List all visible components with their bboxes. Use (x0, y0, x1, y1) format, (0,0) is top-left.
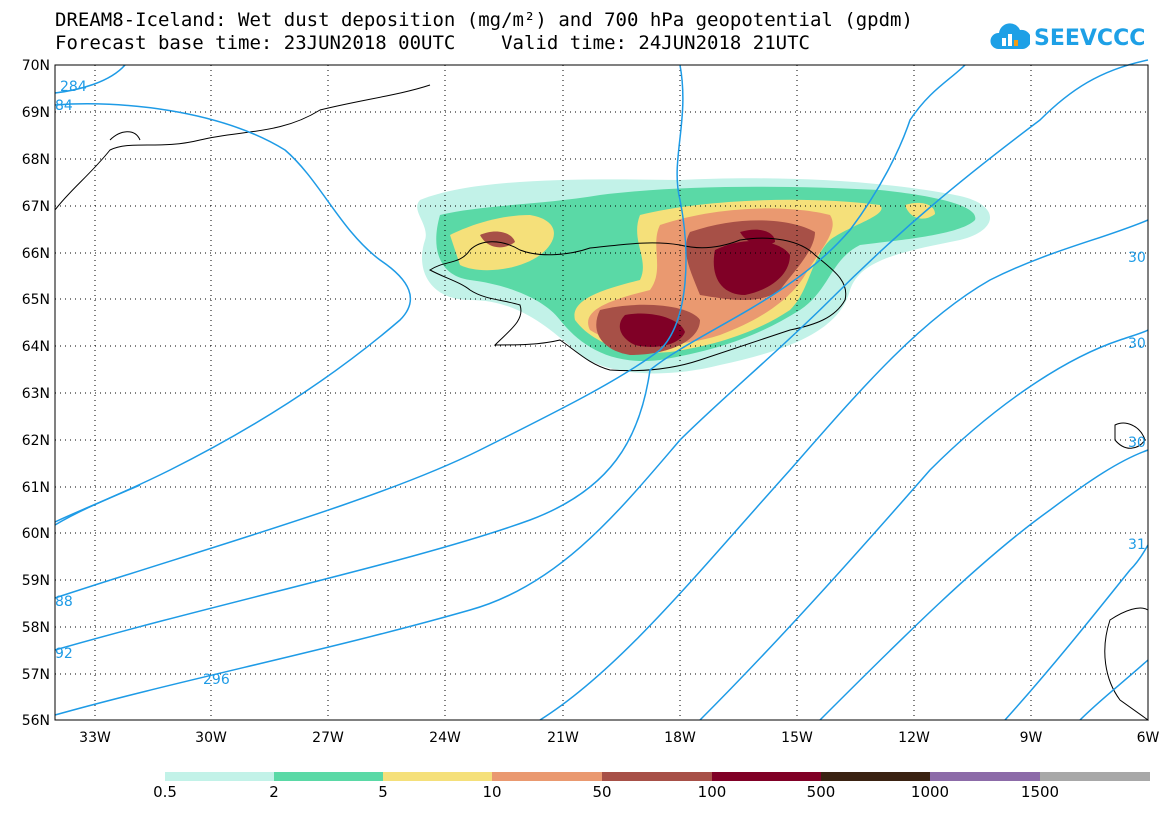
lat-label: 58N (22, 620, 50, 636)
lat-label: 62N (22, 433, 50, 449)
colorbar-label: 10 (482, 783, 502, 801)
contour-label: 92 (55, 646, 73, 662)
colorbar-swatch-6 (821, 772, 930, 781)
lat-label: 69N (22, 105, 50, 121)
coastlines (54, 84, 1149, 721)
colorbar-swatch-4 (602, 772, 712, 781)
contour-label: 31 (1128, 537, 1146, 553)
map-subtitle: Forecast base time: 23JUN2018 00UTC Vali… (55, 32, 810, 54)
contour-labels: 284 84 88 92 296 30 30 30 31 (55, 79, 1146, 688)
lat-label: 56N (22, 713, 50, 729)
lon-label: 30W (195, 730, 227, 746)
contour-label: 30 (1128, 435, 1146, 451)
map-title: DREAM8-Iceland: Wet dust deposition (mg/… (55, 9, 913, 31)
contour-label: 30 (1128, 250, 1146, 266)
contour-label: 296 (203, 672, 230, 688)
geopotential-contours (54, 59, 1149, 721)
colorbar-label: 1500 (1020, 783, 1060, 801)
lat-label: 70N (22, 58, 50, 74)
lon-label: 9W (1020, 730, 1043, 746)
colorbar-swatch-8 (1040, 772, 1150, 781)
colorbar-label: 1000 (910, 783, 950, 801)
lat-label: 60N (22, 526, 50, 542)
colorbar-swatch-0 (165, 772, 274, 781)
lon-label: 6W (1137, 730, 1160, 746)
colorbar-swatch-3 (492, 772, 602, 781)
lon-label: 24W (429, 730, 461, 746)
colorbar-swatch-1 (274, 772, 383, 781)
lon-label: 21W (547, 730, 579, 746)
lon-label: 27W (312, 730, 344, 746)
colorbar-swatch-7 (930, 772, 1040, 781)
logo-text: SEEVCCC (1034, 25, 1146, 51)
contour-label: 30 (1128, 336, 1146, 352)
colorbar-label: 100 (697, 783, 727, 801)
colorbar-label: 5 (378, 783, 388, 801)
contour-label: 284 (60, 79, 87, 95)
latitude-labels: 70N 69N 68N 67N 66N 65N 64N 63N 62N 61N … (22, 58, 50, 729)
seevccc-logo: SEEVCCC (990, 18, 1145, 58)
lat-label: 61N (22, 480, 50, 496)
colorbar-swatch-2 (383, 772, 492, 781)
longitude-labels: 33W 30W 27W 24W 21W 18W 15W 12W 9W 6W (79, 730, 1159, 746)
lon-label: 18W (664, 730, 696, 746)
lon-label: 12W (898, 730, 930, 746)
lat-label: 67N (22, 199, 50, 215)
colorbar-label: 0.5 (153, 783, 177, 801)
colorbar-label: 2 (269, 783, 279, 801)
lat-label: 66N (22, 246, 50, 262)
graticule (55, 65, 1148, 720)
lon-label: 15W (781, 730, 813, 746)
deposition-field (417, 178, 990, 374)
colorbar-swatch-5 (712, 772, 821, 781)
colorbar-label: 50 (592, 783, 612, 801)
lat-label: 65N (22, 292, 50, 308)
map-frame (54, 64, 1149, 721)
cloud-icon (990, 23, 1030, 49)
lat-label: 64N (22, 339, 50, 355)
lat-label: 59N (22, 573, 50, 589)
lat-label: 63N (22, 386, 50, 402)
lat-label: 57N (22, 667, 50, 683)
lon-label: 33W (79, 730, 111, 746)
lat-label: 68N (22, 152, 50, 168)
contour-label: 88 (55, 594, 73, 610)
contour-label: 84 (55, 98, 73, 114)
colorbar-label: 500 (806, 783, 836, 801)
